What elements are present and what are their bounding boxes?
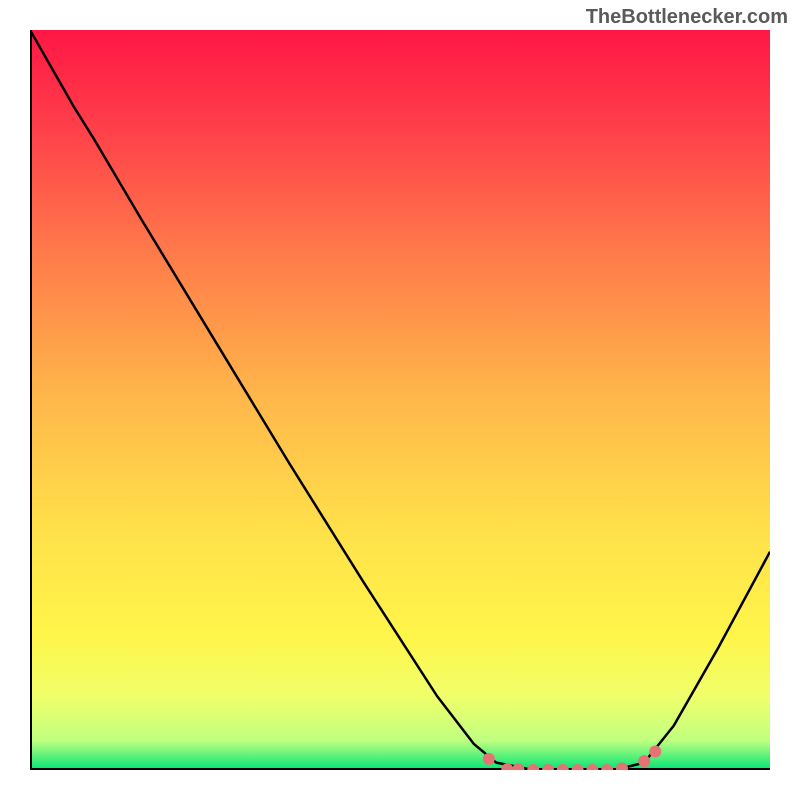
chart-svg xyxy=(30,30,770,770)
marker-dot xyxy=(483,753,495,765)
plot-background xyxy=(30,30,770,770)
marker-dot xyxy=(638,755,650,767)
watermark-text: TheBottlenecker.com xyxy=(586,6,788,29)
marker-dot xyxy=(649,746,661,758)
bottleneck-chart xyxy=(30,30,770,770)
